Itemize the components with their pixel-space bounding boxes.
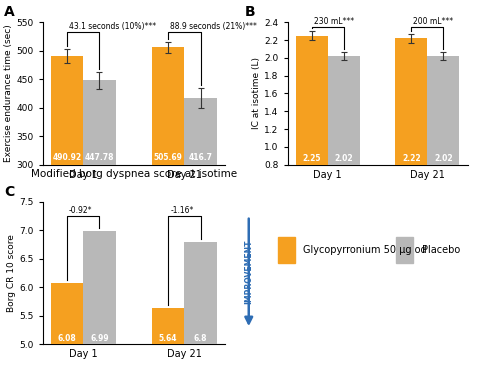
- Bar: [83, 80, 116, 336]
- Bar: [428, 56, 460, 236]
- Text: B: B: [244, 5, 255, 19]
- Text: 490.92: 490.92: [52, 154, 82, 162]
- Text: 505.69: 505.69: [154, 154, 182, 162]
- Text: Placebo: Placebo: [422, 245, 460, 255]
- Title: Modified borg dyspnea score at isotime: Modified borg dyspnea score at isotime: [30, 169, 237, 179]
- Text: 88.9 seconds (21%)***: 88.9 seconds (21%)***: [170, 22, 257, 31]
- Bar: [51, 283, 83, 370]
- Bar: [328, 56, 360, 236]
- Text: IMPROVEMENT: IMPROVEMENT: [244, 239, 254, 304]
- Text: 6.99: 6.99: [90, 334, 108, 343]
- Text: A: A: [4, 5, 15, 19]
- Text: 6.8: 6.8: [194, 334, 207, 343]
- Bar: [152, 47, 184, 336]
- Bar: [184, 98, 216, 336]
- Text: Glycopyrronium 50 μg od: Glycopyrronium 50 μg od: [304, 245, 427, 255]
- Text: 2.02: 2.02: [434, 154, 452, 163]
- Text: -0.92*: -0.92*: [69, 206, 92, 215]
- Bar: [396, 38, 428, 236]
- Text: 447.78: 447.78: [84, 154, 114, 162]
- FancyBboxPatch shape: [278, 237, 294, 263]
- Text: 2.22: 2.22: [402, 154, 420, 163]
- Text: 43.1 seconds (10%)***: 43.1 seconds (10%)***: [69, 22, 156, 31]
- Text: -1.16*: -1.16*: [170, 206, 194, 215]
- Y-axis label: IC at isotime (L): IC at isotime (L): [252, 57, 262, 130]
- Y-axis label: Exercise endurance time (sec): Exercise endurance time (sec): [4, 24, 14, 162]
- Text: 200 mL***: 200 mL***: [414, 17, 454, 26]
- Text: 5.64: 5.64: [159, 334, 178, 343]
- Bar: [152, 307, 184, 370]
- Text: 2.02: 2.02: [334, 154, 353, 163]
- Bar: [83, 231, 116, 370]
- Text: C: C: [4, 185, 14, 199]
- Text: 416.7: 416.7: [188, 154, 212, 162]
- Y-axis label: Borg CR 10 score: Borg CR 10 score: [8, 234, 16, 312]
- FancyBboxPatch shape: [396, 237, 413, 263]
- Text: 230 mL***: 230 mL***: [314, 17, 354, 26]
- Bar: [184, 242, 216, 370]
- Bar: [51, 56, 83, 336]
- Bar: [296, 36, 328, 236]
- Text: 2.25: 2.25: [302, 154, 321, 163]
- Text: 6.08: 6.08: [58, 334, 76, 343]
